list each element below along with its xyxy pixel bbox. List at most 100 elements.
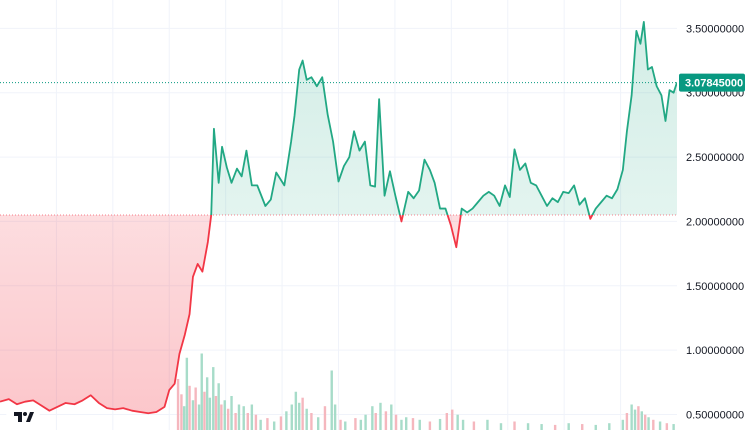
volume-bar: [305, 408, 308, 430]
volume-bar: [359, 419, 363, 430]
volume-bar: [394, 414, 398, 430]
volume-bar: [214, 396, 218, 430]
volume-bar: [226, 408, 230, 430]
y-tick-label: 1.00000000: [686, 345, 744, 357]
price-line-above: [210, 20, 678, 215]
volume-bar: [290, 404, 293, 430]
volume-bar: [182, 406, 186, 430]
volume-bar: [223, 400, 226, 430]
volume-bar: [390, 404, 393, 430]
volume-bar: [647, 417, 650, 430]
volume-bar: [242, 406, 245, 430]
volume-bar: [411, 418, 415, 430]
volume-bar: [354, 418, 357, 430]
volume-bar: [364, 414, 367, 430]
volume-bar: [323, 406, 327, 430]
volume-bar: [658, 421, 662, 430]
volume-bar: [456, 414, 459, 430]
price-area: [0, 21, 677, 414]
volume-bar: [499, 423, 503, 430]
volume-bar: [379, 402, 382, 430]
volume-bar: [371, 406, 374, 430]
last-price-label: 3.07845000: [685, 78, 743, 90]
volume-bar: [608, 423, 611, 430]
volume-bar: [513, 421, 516, 430]
volume-bar: [630, 404, 633, 430]
volume-bar: [205, 377, 209, 430]
volume-bar: [418, 419, 421, 430]
price-area-below: [0, 215, 677, 414]
volume-bar: [191, 400, 195, 430]
volume-bar: [445, 413, 449, 430]
volume-bar: [246, 413, 249, 430]
volume-bar: [310, 413, 313, 430]
volume-bar: [279, 416, 283, 430]
volume-bar: [640, 411, 643, 430]
volume-bar: [672, 424, 675, 430]
volume-bar: [652, 419, 655, 430]
volume-bar: [294, 391, 298, 430]
volume-bar: [203, 391, 206, 430]
volume-bar: [643, 414, 647, 430]
volume-bars: [176, 353, 675, 430]
volume-bar: [625, 413, 629, 430]
tradingview-logo-dot: [23, 412, 27, 416]
volume-bar: [400, 419, 403, 430]
volume-bar: [185, 357, 189, 430]
tradingview-logo-t: [14, 412, 22, 422]
tradingview-logo-bg: [6, 406, 40, 428]
volume-bar: [194, 387, 197, 430]
price-line-below: [0, 215, 594, 415]
volume-bar: [180, 394, 183, 430]
volume-bar: [208, 397, 212, 430]
volume-bar: [217, 383, 220, 430]
volume-bar: [344, 421, 347, 430]
volume-bar: [212, 367, 215, 430]
volume-bar: [230, 396, 233, 430]
volume-bar: [665, 423, 669, 430]
price-axis[interactable]: 3.500000003.000000002.500000002.00000000…: [677, 0, 750, 430]
volume-bar: [581, 424, 584, 430]
volume-bar: [266, 418, 269, 430]
volume-bar: [298, 402, 301, 430]
volume-bar: [254, 414, 258, 430]
volume-bar: [330, 370, 333, 430]
volume-bar: [272, 421, 276, 430]
volume-bar: [637, 406, 640, 430]
y-tick-label: 2.00000000: [686, 216, 744, 228]
tradingview-logo-v: [26, 412, 34, 422]
volume-bar: [526, 423, 530, 430]
volume-bar: [553, 424, 557, 430]
volume-bar: [301, 397, 304, 430]
last-price-group: 3.07845000: [0, 73, 745, 92]
volume-bar: [451, 409, 454, 430]
y-tick-label: 2.50000000: [686, 152, 744, 164]
volume-bar: [374, 413, 377, 430]
volume-bar: [234, 413, 237, 430]
volume-bar: [633, 409, 637, 430]
volume-bar: [486, 419, 489, 430]
volume-bar: [384, 411, 388, 430]
volume-bar: [428, 421, 432, 430]
volume-bar: [220, 404, 223, 430]
volume-bar: [200, 353, 203, 430]
tradingview-logo[interactable]: [6, 406, 40, 428]
volume-bar: [567, 423, 570, 430]
volume-bar: [472, 421, 476, 430]
volume-bar: [438, 418, 442, 430]
price-axis-background: [677, 0, 750, 430]
price-line: [0, 20, 678, 415]
y-tick-label: 3.50000000: [686, 23, 744, 35]
volume-bar: [594, 424, 597, 430]
volume-bar: [405, 417, 408, 430]
volume-bar: [197, 404, 201, 430]
volume-bar: [250, 404, 254, 430]
y-tick-label: 1.50000000: [686, 281, 744, 293]
volume-bar: [621, 419, 625, 430]
volume-bar: [333, 404, 337, 430]
volume-bar: [237, 404, 241, 430]
volume-bar: [176, 379, 180, 430]
volume-bar: [316, 417, 320, 430]
